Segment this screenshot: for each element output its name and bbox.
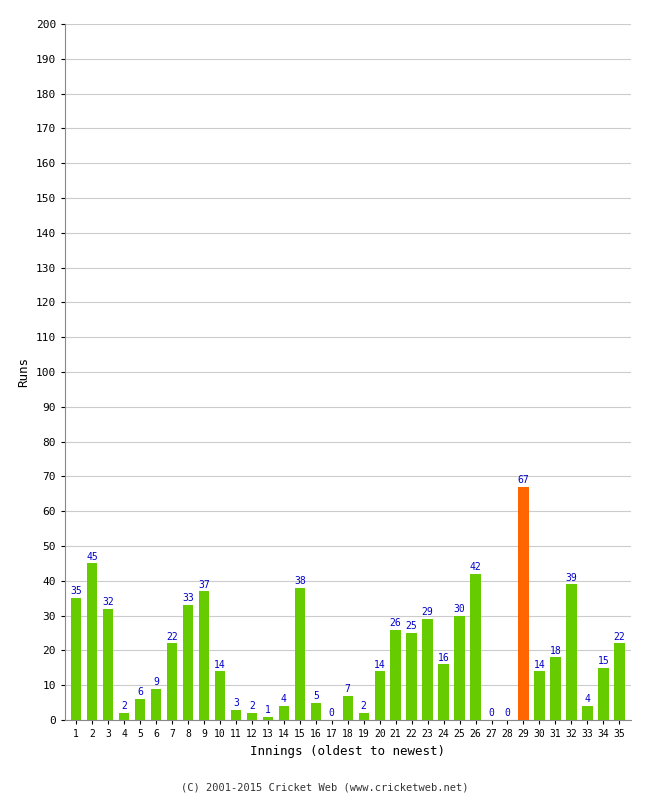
Bar [294,588,305,720]
Text: 2: 2 [121,702,127,711]
Text: 35: 35 [70,586,82,597]
Bar [183,605,193,720]
Text: 14: 14 [214,659,226,670]
Text: 14: 14 [534,659,545,670]
Bar [103,609,113,720]
Bar [566,584,577,720]
Bar [374,671,385,720]
Text: 30: 30 [454,604,465,614]
Text: (C) 2001-2015 Cricket Web (www.cricketweb.net): (C) 2001-2015 Cricket Web (www.cricketwe… [181,782,469,792]
Bar [119,713,129,720]
Bar [551,658,560,720]
Bar [518,487,528,720]
X-axis label: Innings (oldest to newest): Innings (oldest to newest) [250,745,445,758]
Text: 4: 4 [281,694,287,704]
Text: 25: 25 [406,622,417,631]
Text: 33: 33 [182,594,194,603]
Text: 42: 42 [470,562,482,572]
Text: 9: 9 [153,677,159,687]
Y-axis label: Runs: Runs [17,357,30,387]
Text: 4: 4 [584,694,590,704]
Text: 6: 6 [137,687,143,698]
Text: 0: 0 [504,708,510,718]
Bar [71,598,81,720]
Bar [151,689,161,720]
Text: 39: 39 [566,573,577,582]
Bar [214,671,225,720]
Bar [263,717,273,720]
Bar [454,616,465,720]
Text: 3: 3 [233,698,239,708]
Text: 45: 45 [86,552,98,562]
Text: 26: 26 [390,618,402,628]
Bar [87,563,98,720]
Bar [438,664,448,720]
Bar [422,619,433,720]
Bar [231,710,241,720]
Bar [406,633,417,720]
Text: 22: 22 [166,632,178,642]
Text: 1: 1 [265,705,271,714]
Text: 5: 5 [313,691,318,701]
Bar [391,630,401,720]
Text: 0: 0 [489,708,495,718]
Text: 16: 16 [437,653,449,662]
Bar [199,591,209,720]
Bar [582,706,593,720]
Text: 29: 29 [422,607,434,618]
Text: 18: 18 [549,646,562,656]
Text: 15: 15 [597,656,609,666]
Text: 37: 37 [198,579,210,590]
Bar [279,706,289,720]
Bar [167,643,177,720]
Text: 38: 38 [294,576,306,586]
Text: 2: 2 [249,702,255,711]
Bar [135,699,145,720]
Bar [247,713,257,720]
Bar [534,671,545,720]
Text: 22: 22 [614,632,625,642]
Bar [598,668,608,720]
Bar [311,702,321,720]
Bar [359,713,369,720]
Bar [471,574,481,720]
Bar [614,643,625,720]
Text: 2: 2 [361,702,367,711]
Bar [343,696,353,720]
Text: 32: 32 [102,597,114,607]
Text: 7: 7 [344,684,351,694]
Text: 14: 14 [374,659,385,670]
Text: 67: 67 [517,475,529,485]
Text: 0: 0 [329,708,335,718]
